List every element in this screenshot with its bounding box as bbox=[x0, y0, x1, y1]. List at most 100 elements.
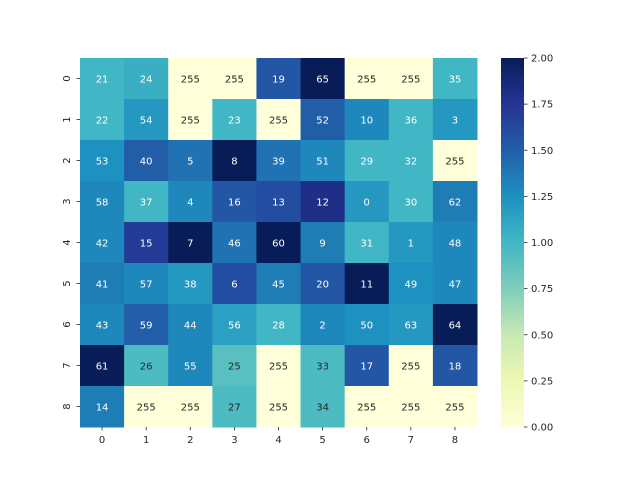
x-tick-label: 3 bbox=[231, 435, 237, 446]
heatmap-cell bbox=[344, 181, 390, 223]
heatmap-cell bbox=[344, 222, 390, 264]
cell-annotation: 20 bbox=[316, 280, 329, 291]
heatmap-cell bbox=[300, 140, 346, 182]
heatmap-cell bbox=[388, 58, 434, 100]
cell-annotation: 55 bbox=[184, 362, 197, 373]
cell-annotation: 255 bbox=[357, 75, 376, 86]
cell-annotation: 56 bbox=[228, 321, 241, 332]
heatmap-cell bbox=[432, 222, 478, 264]
colorbar-tick-label: 0.50 bbox=[531, 330, 553, 341]
cell-annotation: 60 bbox=[272, 239, 285, 250]
y-tick-label: 3 bbox=[62, 198, 73, 204]
cell-annotation: 255 bbox=[137, 403, 156, 414]
cell-annotation: 39 bbox=[272, 157, 285, 168]
heatmap-cell bbox=[80, 99, 125, 141]
heatmap-cell bbox=[344, 345, 390, 387]
heatmap-cell bbox=[256, 386, 302, 428]
heatmap-cell bbox=[300, 58, 346, 100]
heatmap-cell bbox=[168, 386, 213, 428]
y-tick-label: 0 bbox=[62, 75, 73, 81]
cell-annotation: 41 bbox=[96, 280, 109, 291]
cell-annotation: 57 bbox=[140, 280, 153, 291]
cell-annotation: 33 bbox=[316, 362, 329, 373]
heatmap-cell bbox=[212, 386, 257, 428]
cell-annotation: 59 bbox=[140, 321, 153, 332]
heatmap-cell bbox=[124, 181, 169, 223]
cell-annotation: 27 bbox=[228, 403, 241, 414]
colorbar-tick-label: 0.00 bbox=[531, 423, 553, 434]
heatmap-cell bbox=[344, 386, 390, 428]
cell-annotation: 25 bbox=[228, 362, 241, 373]
heatmap-cell bbox=[432, 345, 478, 387]
heatmap-cell bbox=[388, 222, 434, 264]
cell-annotation: 38 bbox=[184, 280, 197, 291]
heatmap-cell bbox=[124, 304, 169, 346]
cell-annotation: 43 bbox=[96, 321, 109, 332]
heatmap-cell bbox=[124, 222, 169, 264]
heatmap-cell bbox=[300, 345, 346, 387]
cell-annotation: 31 bbox=[360, 239, 373, 250]
y-tick-label: 2 bbox=[62, 157, 73, 163]
cell-annotation: 50 bbox=[360, 321, 373, 332]
colorbar: 0.00 0.25 0.50 0.75 1.00 1.25 1.50 1.75 2.00 bbox=[501, 54, 553, 434]
heatmap-cell bbox=[432, 99, 478, 141]
heatmap-cell bbox=[168, 58, 213, 100]
heatmap-cell bbox=[168, 345, 213, 387]
heatmap-cell bbox=[432, 58, 478, 100]
cell-annotation: 16 bbox=[228, 198, 241, 209]
colorbar-tick-label: 0.25 bbox=[531, 376, 553, 387]
heatmap-cell bbox=[212, 181, 257, 223]
y-tick-label: 7 bbox=[62, 362, 73, 368]
heatmap-cell bbox=[80, 345, 125, 387]
heatmap-cell bbox=[212, 304, 257, 346]
heatmap-cell bbox=[168, 304, 213, 346]
cell-annotation: 255 bbox=[269, 403, 288, 414]
cell-annotation: 65 bbox=[316, 75, 329, 86]
heatmap-cell bbox=[256, 140, 302, 182]
cell-annotation: 44 bbox=[184, 321, 197, 332]
heatmap-cell bbox=[80, 222, 125, 264]
heatmap-cell bbox=[344, 58, 390, 100]
cell-annotation: 23 bbox=[228, 116, 241, 127]
cell-annotation: 255 bbox=[401, 362, 420, 373]
y-tick-label: 1 bbox=[62, 116, 73, 122]
cell-annotation: 28 bbox=[272, 321, 285, 332]
cell-annotation: 47 bbox=[449, 280, 462, 291]
heatmap-cell bbox=[80, 263, 125, 305]
heatmap-cell bbox=[168, 181, 213, 223]
cell-annotation: 1 bbox=[408, 239, 414, 250]
heatmap-cell bbox=[432, 386, 478, 428]
heatmap-cell bbox=[344, 99, 390, 141]
heatmap-cell bbox=[256, 99, 302, 141]
heatmap-cell bbox=[432, 263, 478, 305]
colorbar-tick-label: 1.25 bbox=[531, 192, 553, 203]
heatmap-cell bbox=[212, 99, 257, 141]
colorbar-tick-label: 1.75 bbox=[531, 100, 553, 111]
x-tick-label: 4 bbox=[275, 435, 281, 446]
heatmap-cell bbox=[388, 140, 434, 182]
cell-annotation: 15 bbox=[140, 239, 153, 250]
cell-annotation: 37 bbox=[140, 198, 153, 209]
heatmap-cell bbox=[124, 386, 169, 428]
heatmap-cell bbox=[432, 304, 478, 346]
heatmap-cell bbox=[212, 345, 257, 387]
cell-annotation: 0 bbox=[364, 198, 370, 209]
heatmap-cell bbox=[80, 181, 125, 223]
cell-annotation: 24 bbox=[140, 75, 153, 86]
heatmap-cell bbox=[300, 386, 346, 428]
x-tick-label: 7 bbox=[408, 435, 414, 446]
y-tick-label: 8 bbox=[62, 403, 73, 409]
cell-annotation: 42 bbox=[96, 239, 109, 250]
heatmap-cell bbox=[388, 99, 434, 141]
cell-annotation: 34 bbox=[316, 403, 329, 414]
cell-annotation: 48 bbox=[449, 239, 462, 250]
cell-annotation: 7 bbox=[187, 239, 193, 250]
cell-annotation: 5 bbox=[187, 157, 193, 168]
cell-annotation: 255 bbox=[225, 75, 244, 86]
cell-annotation: 51 bbox=[316, 157, 329, 168]
heatmap-cell bbox=[168, 140, 213, 182]
cell-annotation: 2 bbox=[319, 321, 325, 332]
cell-annotation: 53 bbox=[96, 157, 109, 168]
heatmap-cell bbox=[124, 58, 169, 100]
y-axis: 0 1 2 3 4 5 6 7 8 bbox=[62, 75, 80, 410]
